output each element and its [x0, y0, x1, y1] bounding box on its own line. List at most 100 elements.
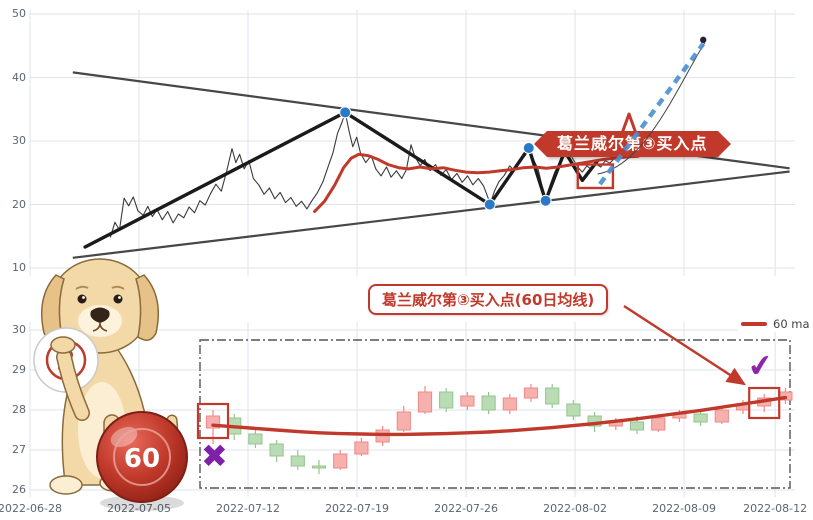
legend-line-swatch — [741, 322, 767, 326]
ma-touch-box — [196, 402, 230, 440]
swing-dot — [339, 106, 352, 119]
candle-body — [523, 387, 539, 399]
candle-body — [672, 413, 687, 419]
dog-chest-patch — [78, 382, 126, 478]
consolidation-dashdot-box — [199, 339, 791, 489]
y-tick-label-top: 20 — [12, 197, 26, 211]
note-arrow — [623, 304, 747, 386]
swing-dot — [539, 194, 552, 207]
dog-eye-left — [77, 294, 87, 304]
gridlines — [29, 10, 795, 497]
wrong-point-x-mark: ✖ — [201, 437, 228, 475]
dog-brow-right — [111, 285, 125, 290]
x-tick-label: 2022-07-12 — [216, 502, 280, 515]
x-tick-label: 2022-08-09 — [652, 502, 717, 515]
x-tick-label: 2022-08-02 — [543, 502, 608, 515]
y-tick-label-top: 40 — [12, 70, 26, 84]
swing-dot — [522, 141, 535, 154]
candle-body — [693, 413, 708, 423]
candle-body — [354, 441, 369, 455]
dog-body — [61, 346, 153, 486]
trendline-lower — [72, 170, 790, 259]
legend: 60 ma — [738, 316, 813, 332]
top-ma-line — [313, 152, 640, 213]
y-tick-label-bottom: 27 — [12, 443, 26, 456]
dog-mascot-illustration: 3 60 — [33, 258, 188, 511]
ball-3-label: 3 — [56, 344, 75, 377]
ball-60-shadow — [100, 495, 184, 511]
dog-right-paw — [99, 474, 127, 492]
dog-eye-right-glint — [118, 296, 121, 299]
correct-point-check-mark: ✔ — [745, 347, 776, 386]
x-tick-label: 2022-07-19 — [325, 502, 389, 515]
candle-body — [629, 421, 645, 431]
y-tick-label-top: 10 — [12, 261, 26, 274]
dog-mouth — [92, 322, 108, 332]
dog-eye-left-glint — [82, 296, 85, 299]
dog-ear-left — [41, 274, 65, 341]
candle-body — [396, 411, 411, 431]
dog-nose — [90, 307, 110, 323]
projection-arrow-tip — [700, 36, 707, 44]
candle-body — [417, 391, 433, 413]
ball-60-label: 60 — [124, 444, 160, 474]
candle-body — [757, 397, 772, 407]
dog-eye-right — [113, 294, 123, 304]
swing-zigzag-line — [83, 110, 600, 249]
candle-body — [375, 429, 390, 443]
candle-body — [333, 453, 348, 469]
ball-3-ring — [45, 339, 87, 381]
candle-body — [460, 395, 475, 407]
top-buy-point-box — [576, 163, 615, 190]
candle-body — [439, 391, 454, 409]
dog-head — [49, 258, 151, 354]
candle-body — [587, 415, 602, 427]
dog-ear-right — [135, 274, 159, 341]
candle-body — [735, 403, 751, 411]
candle-body — [227, 417, 242, 435]
ball-60: 60 — [96, 411, 188, 511]
ball-60-highlight — [110, 426, 138, 448]
x-tick-label: 2022-07-26 — [434, 502, 499, 515]
legend-label: 60 ma — [773, 317, 810, 331]
y-tick-label-top: 30 — [12, 134, 26, 147]
candle-body — [545, 387, 560, 405]
swing-dot — [483, 198, 496, 211]
dog-left-paw — [50, 336, 76, 354]
ball-60-body — [96, 411, 188, 503]
candle-body — [290, 455, 305, 467]
candle-body — [248, 433, 263, 445]
dog-muzzle — [78, 305, 122, 337]
y-tick-label-bottom: 30 — [12, 323, 26, 336]
candle-body — [651, 417, 666, 431]
candle-body — [205, 415, 221, 429]
ma60-buy-point-note: 葛兰威尔第③买入点(60日均线) — [368, 284, 609, 315]
dog-tail — [146, 414, 179, 456]
dog-left-arm — [57, 350, 89, 420]
projection-dashed-arrow — [598, 42, 706, 186]
ma-touch-box — [748, 386, 781, 420]
y-tick-label-bottom: 26 — [12, 483, 26, 496]
dog-hind-paw — [49, 475, 83, 495]
dog-left-arm-outline — [56, 349, 90, 421]
candle-body — [778, 391, 793, 401]
ball-3-body — [33, 327, 99, 393]
dog-right-leg — [103, 414, 121, 481]
x-tick-label: 2022-07-05 — [107, 502, 171, 515]
candle-body — [608, 421, 623, 427]
candle-body — [566, 403, 581, 417]
dog-tail-fill — [148, 416, 177, 454]
y-tick-label-top: 50 — [12, 7, 26, 20]
candle-body — [481, 395, 496, 411]
dog-brow-left — [75, 285, 89, 290]
candle-body — [714, 409, 729, 423]
ball-3: 3 — [33, 327, 99, 393]
x-tick-label: 2022-06-28 — [0, 502, 62, 515]
y-tick-label-bottom: 29 — [12, 363, 26, 376]
